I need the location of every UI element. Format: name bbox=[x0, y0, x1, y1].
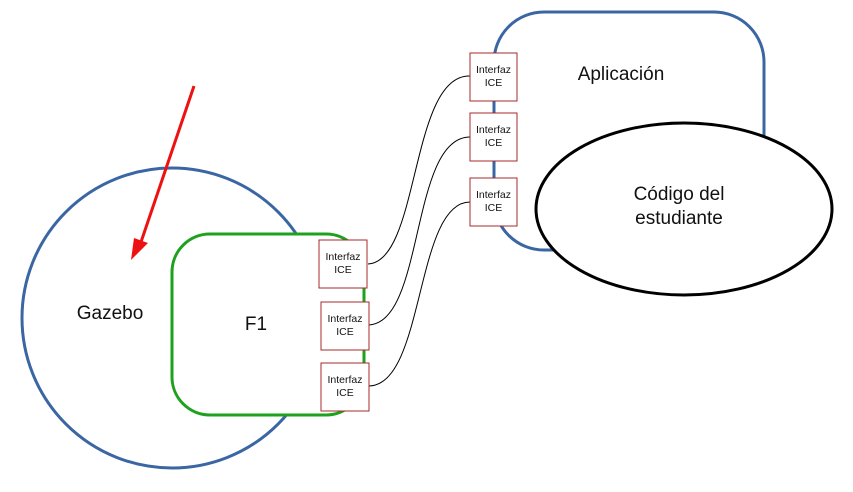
interfaz-ice-app-3: Interfaz ICE bbox=[469, 177, 518, 227]
interfaz-ice-f1-1-line2: ICE bbox=[334, 264, 352, 276]
interfaz-ice-f1-3-line2: ICE bbox=[336, 387, 354, 399]
interfaz-ice-f1-3-line1: Interfaz bbox=[327, 374, 362, 386]
connector-2 bbox=[368, 136, 471, 326]
interfaz-ice-f1-2-line2: ICE bbox=[336, 326, 354, 338]
codigo-estudiante-label-line2: estudiante bbox=[635, 208, 723, 229]
interfaz-ice-app-3-line1: Interfaz bbox=[476, 189, 511, 201]
interfaz-ice-f1-1-line1: Interfaz bbox=[325, 251, 360, 263]
interfaz-ice-app-2-line2: ICE bbox=[485, 137, 503, 149]
interfaz-ice-f1-2: Interfaz ICE bbox=[320, 301, 370, 351]
interfaz-ice-app-1-line2: ICE bbox=[485, 77, 503, 89]
connector-3 bbox=[368, 201, 471, 387]
interfaz-ice-f1-2-line1: Interfaz bbox=[327, 313, 362, 325]
interfaz-ice-f1-3: Interfaz ICE bbox=[320, 362, 370, 412]
f1-label: F1 bbox=[245, 314, 267, 335]
interfaz-ice-app-2: Interfaz ICE bbox=[469, 112, 518, 162]
codigo-estudiante-ellipse bbox=[534, 121, 834, 297]
interfaz-ice-app-3-line2: ICE bbox=[485, 202, 503, 214]
red-arrow bbox=[131, 85, 196, 260]
ice-connectors bbox=[367, 75, 471, 387]
connector-1 bbox=[367, 75, 471, 265]
interfaz-ice-f1-1: Interfaz ICE bbox=[318, 239, 368, 289]
aplicacion-label: Aplicación bbox=[578, 64, 665, 85]
gazebo-label: Gazebo bbox=[77, 303, 144, 324]
interfaz-ice-app-1: Interfaz ICE bbox=[469, 52, 518, 102]
interfaz-ice-app-2-line1: Interfaz bbox=[476, 124, 511, 136]
interfaz-ice-app-1-line1: Interfaz bbox=[476, 64, 511, 76]
codigo-estudiante-label-line1: Código del bbox=[634, 184, 725, 205]
